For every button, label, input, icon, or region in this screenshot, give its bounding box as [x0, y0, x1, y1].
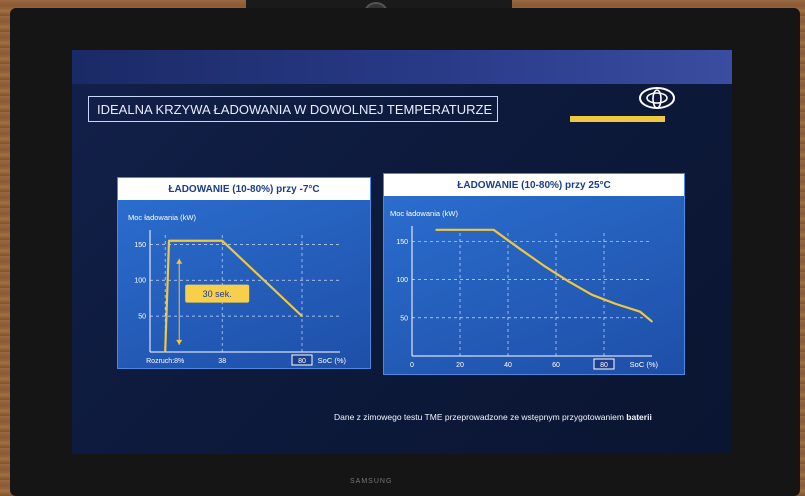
- x-tick-label: 0: [410, 362, 414, 369]
- arrow-head-up: [176, 258, 183, 264]
- data-point: [567, 280, 569, 282]
- x-tick-label: 60: [552, 362, 560, 369]
- data-point: [543, 264, 545, 267]
- chart-panel-warm: ŁADOWANIE (10-80%) przy 25°C Moc ładowan…: [384, 174, 684, 374]
- x-tick-label: Rozruch:8%: [146, 358, 184, 365]
- series-line: [164, 239, 303, 353]
- annotation-box: [185, 284, 250, 303]
- toyota-logo-icon: [639, 87, 675, 109]
- slide-header-band: [72, 50, 732, 84]
- arrow-head-down: [176, 339, 183, 345]
- y-tick-label: 100: [134, 278, 146, 285]
- chart-title-warm: ŁADOWANIE (10-80%) przy 25°C: [384, 174, 684, 196]
- x-tick-highlight-box: [291, 354, 313, 366]
- x-tick-label: 38: [218, 358, 226, 365]
- data-point: [221, 239, 223, 242]
- footnote: Dane z zimowego testu TME przeprowadzone…: [334, 412, 652, 422]
- data-point: [639, 310, 641, 313]
- annotation-label: 30 sek.: [203, 289, 232, 299]
- data-point: [492, 229, 495, 231]
- chart-panel-cold: ŁADOWANIE (10-80%) przy -7°C Moc ładowan…: [118, 178, 370, 368]
- chart-cold: Moc ładowania (kW) 50 100 150 Rozruch:8% 38 80…: [128, 213, 347, 366]
- x-tick-label: 80: [600, 362, 608, 369]
- y-tick-label: 50: [138, 314, 146, 321]
- y-axis-label: Moc ładowania (kW): [390, 209, 458, 218]
- data-point: [435, 229, 437, 231]
- data-point: [651, 320, 653, 323]
- y-tick-label: 150: [134, 242, 146, 249]
- data-point: [591, 294, 593, 296]
- x-axis-label: SoC (%): [630, 360, 659, 369]
- monitor-frame: IDEALNA KRZYWA ŁADOWANIA W DOWOLNEJ TEMP…: [10, 8, 800, 496]
- slide: IDEALNA KRZYWA ŁADOWANIA W DOWOLNEJ TEMP…: [72, 50, 732, 454]
- data-point: [168, 239, 170, 242]
- x-tick-label: 20: [456, 362, 464, 369]
- x-axis-label: SoC (%): [318, 356, 347, 365]
- chart-warm: Moc ładowania (kW) 50 100 150 0 20 40 60 80 SoC (…: [390, 209, 659, 370]
- data-point: [301, 315, 303, 317]
- chart-title-cold: ŁADOWANIE (10-80%) przy -7°C: [118, 178, 370, 200]
- accent-bar: [570, 116, 665, 122]
- data-point: [615, 303, 617, 305]
- data-point: [164, 351, 166, 353]
- x-tick-label: 40: [504, 362, 512, 369]
- y-tick-label: 50: [400, 315, 408, 322]
- footnote-bold: baterii: [626, 412, 652, 422]
- x-tick-label: 80: [298, 358, 306, 365]
- series-line: [436, 228, 653, 323]
- x-tick-highlight-box: [593, 358, 615, 370]
- footnote-text: Dane z zimowego testu TME przeprowadzone…: [334, 412, 627, 422]
- y-tick-label: 100: [396, 277, 408, 284]
- y-tick-label: 150: [396, 239, 408, 246]
- data-point: [519, 248, 521, 250]
- y-axis-label: Moc ładowania (kW): [128, 213, 196, 222]
- slide-title: IDEALNA KRZYWA ŁADOWANIA W DOWOLNEJ TEMP…: [88, 96, 498, 122]
- data-point: [459, 229, 461, 231]
- monitor-brand: SAMSUNG: [350, 478, 393, 485]
